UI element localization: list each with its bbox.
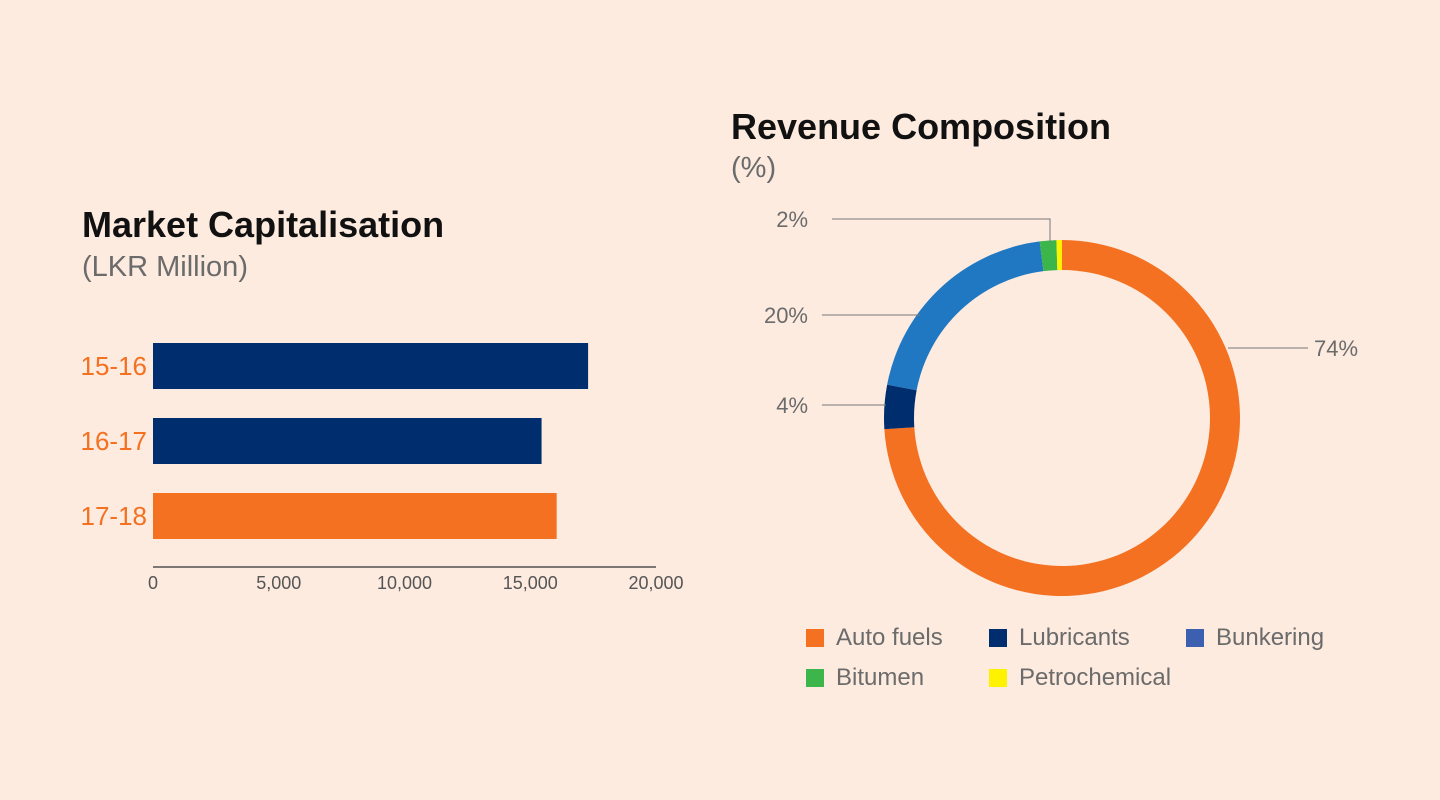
bar-17-18 (153, 493, 557, 539)
legend-item-auto-fuels: Auto fuels (806, 624, 943, 652)
leader-line-bitumen (832, 218, 1051, 242)
legend-label: Bunkering (1216, 624, 1325, 651)
legend-label: Petrochemical (1019, 664, 1172, 691)
percent-label-lubricants: 4% (776, 393, 808, 418)
bar-category-label: 17-18 (81, 501, 148, 531)
legend-label: Lubricants (1019, 624, 1130, 651)
legend-item-lubricants: Lubricants (989, 624, 1130, 652)
legend-item-petrochemical: Petrochemical (989, 664, 1171, 692)
legend-swatch (989, 669, 1007, 687)
bar-chart: 15-16 16-17 17-18 0 5,000 10,000 15,000 20,000 (81, 343, 684, 593)
legend-item-bunkering: Bunkering (1186, 624, 1324, 652)
donut-chart-subtitle: (%) (731, 152, 777, 184)
bar-category-label: 16-17 (81, 426, 148, 456)
x-tick-label: 15,000 (503, 573, 558, 593)
percent-label-auto-fuels: 74% (1314, 336, 1358, 361)
bar-chart-subtitle: (LKR Million) (82, 251, 248, 283)
percent-label-bunkering: 20% (764, 303, 808, 328)
donut-slice-lubricants (884, 384, 917, 430)
bar-chart-title: Market Capitalisation (82, 204, 445, 245)
donut-slice-bunkering (887, 241, 1044, 391)
legend-label: Auto fuels (836, 624, 943, 651)
bar-16-17 (153, 418, 542, 464)
legend-swatch (806, 669, 824, 687)
legend-label: Bitumen (836, 664, 925, 691)
bar-15-16 (153, 343, 589, 389)
donut-slice-bitumen (1039, 240, 1058, 272)
legend-swatch (989, 629, 1007, 647)
donut-chart: 74% 4% 20% 2% (764, 207, 1358, 596)
legend-swatch (1186, 629, 1204, 647)
x-tick-label: 5,000 (256, 573, 301, 593)
legend-item-bitumen: Bitumen (806, 664, 924, 692)
percent-label-bitumen: 2% (776, 207, 808, 232)
x-tick-label: 10,000 (377, 573, 432, 593)
legend-swatch (806, 629, 824, 647)
x-tick-label: 0 (148, 573, 158, 593)
donut-chart-title: Revenue Composition (731, 106, 1112, 147)
x-tick-label: 20,000 (628, 573, 683, 593)
donut-slice-petrochemical (1056, 240, 1062, 271)
bar-category-label: 15-16 (81, 351, 148, 381)
